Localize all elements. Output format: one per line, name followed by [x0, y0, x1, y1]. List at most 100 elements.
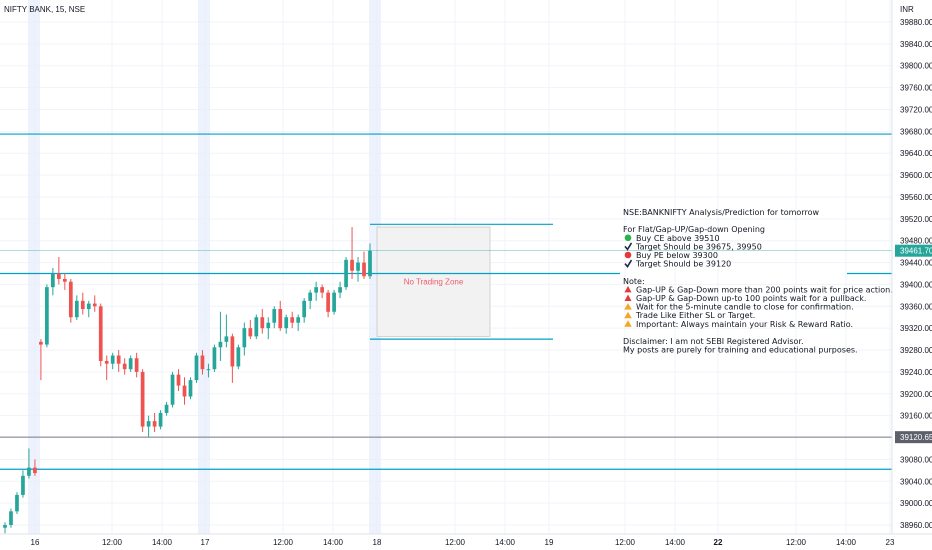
warning-icon — [624, 311, 632, 319]
time-tick-label: 14:00 — [152, 538, 173, 547]
warning-icon — [624, 303, 632, 310]
notes-note-heading: Note: — [623, 277, 645, 286]
candle-body — [56, 273, 61, 279]
session-highlights — [28, 0, 381, 534]
last-price-tag-label: 39461.70 — [900, 247, 932, 256]
time-tick-label: 14:00 — [665, 538, 686, 547]
candle-body — [158, 412, 163, 427]
price-tick-label: 39720.00 — [900, 105, 932, 114]
price-tick-label: 39160.00 — [900, 412, 932, 421]
price-tick-label: 39200.00 — [900, 390, 932, 399]
time-tick-label: 23 — [886, 538, 895, 547]
candle-body — [176, 374, 181, 386]
notes-section1-item: Target Should be 39120 — [635, 260, 731, 269]
price-tick-label: 39800.00 — [900, 62, 932, 71]
candle-body — [242, 328, 247, 348]
chart-title: NIFTY BANK, 15, NSE — [4, 5, 85, 14]
candle-body — [74, 300, 79, 318]
candle-body — [33, 467, 37, 474]
candle-body — [302, 300, 307, 318]
candle-body — [308, 292, 313, 301]
price-tick-label: 39760.00 — [900, 84, 932, 93]
candle-body — [110, 355, 115, 364]
price-tick-label: 39680.00 — [900, 127, 932, 136]
close-price-tag[interactable] — [895, 431, 932, 444]
candle-body — [140, 371, 145, 427]
candle-body — [9, 511, 13, 525]
price-tick-label: 39480.00 — [900, 237, 932, 246]
notes-note-item: Trade Like Either SL or Target. — [635, 311, 755, 320]
candle-body — [27, 467, 31, 476]
currency-label: INR — [900, 5, 914, 14]
candle-body — [278, 309, 283, 329]
candle-body — [260, 317, 265, 329]
price-axis[interactable]: INR 38960.00 39000.00 39040.00 39080.00 39120… — [891, 0, 932, 534]
notes-disclaimer-line: My posts are purely for training and edu… — [623, 346, 858, 355]
candle-body — [86, 303, 91, 310]
candle-body — [104, 360, 109, 364]
warning-icon — [624, 320, 632, 327]
red-circle-icon — [624, 251, 632, 259]
price-tick-label: 39080.00 — [900, 455, 932, 464]
candle-body — [152, 421, 157, 427]
candle-body — [368, 250, 372, 277]
session-break-band — [198, 0, 210, 534]
candle-body — [200, 355, 205, 370]
candle-body — [134, 358, 139, 372]
last-price-tag[interactable] — [895, 244, 932, 257]
price-tick-label: 39360.00 — [900, 302, 932, 311]
time-tick-label: 17 — [201, 538, 210, 547]
notes-note-item: Gap-UP & Gap-Down more than 200 points w… — [636, 285, 893, 294]
time-tick-label: 14:00 — [323, 538, 344, 547]
time-tick-label: 16 — [31, 538, 40, 547]
time-tick-label: 14:00 — [495, 538, 516, 547]
candle-body — [194, 355, 199, 381]
candle-body — [314, 287, 319, 293]
candle-body — [362, 262, 366, 277]
candle-body — [254, 317, 259, 337]
price-tick-label: 39040.00 — [900, 477, 932, 486]
analysis-notes[interactable]: NSE:BANKNIFTY Analysis/Prediction for to… — [623, 208, 893, 355]
no-trading-zone-box[interactable] — [376, 226, 491, 337]
time-tick-label: 12:00 — [102, 538, 123, 547]
notes-note-item: Wait for the 5-minute candle to close fo… — [636, 303, 854, 312]
candle-body — [98, 306, 103, 361]
candle-body — [62, 278, 67, 282]
candle-body — [51, 273, 55, 288]
session-break-band — [28, 0, 40, 534]
notes-section1-item: Buy PE below 39300 — [636, 251, 718, 260]
red-triangle-icon — [624, 285, 632, 293]
notes-note-item: Important: Always maintain your Risk & R… — [636, 320, 853, 329]
horizontal-levels[interactable] — [0, 133, 892, 470]
time-tick-label: 12:00 — [615, 538, 636, 547]
time-tick-label: 14:00 — [836, 538, 857, 547]
candle-body — [170, 374, 175, 405]
candle-body — [344, 259, 348, 288]
no-trading-zone[interactable]: No Trading Zone — [376, 226, 491, 337]
price-tick-label: 39000.00 — [900, 499, 932, 508]
price-tick-label: 39280.00 — [900, 346, 932, 355]
candle-body — [320, 287, 324, 293]
candle-body — [92, 303, 97, 307]
time-axis[interactable]: 16 12:00 14:00 17 12:00 14:00 18 12:00 14:00 19 12… — [0, 533, 932, 547]
close-price-tag-label: 39120.65 — [900, 433, 932, 442]
notes-note-item: Gap-UP & Gap-Down up-to 100 points wait … — [636, 294, 866, 303]
candle-body — [116, 355, 121, 364]
candle-body — [290, 317, 295, 323]
price-tick-label: 39560.00 — [900, 193, 932, 202]
notes-section1-item: Target Should be 39675, 39950 — [635, 242, 762, 251]
candle-body — [68, 281, 73, 318]
price-tick-label: 39320.00 — [900, 324, 932, 333]
candle-body — [3, 525, 7, 528]
price-tick-label: 39840.00 — [900, 40, 932, 49]
notes-disclaimer-line: Disclaimer: I am not SEBI Registered Adv… — [623, 337, 804, 346]
price-tick-label: 39400.00 — [900, 280, 932, 289]
red-triangle-icon — [624, 294, 632, 301]
candle-body — [164, 404, 169, 413]
candle-body — [272, 309, 277, 323]
price-tick-label: 39880.00 — [900, 18, 932, 27]
candle-body — [224, 336, 229, 342]
candle-body — [248, 328, 253, 337]
candle-body — [39, 341, 43, 345]
